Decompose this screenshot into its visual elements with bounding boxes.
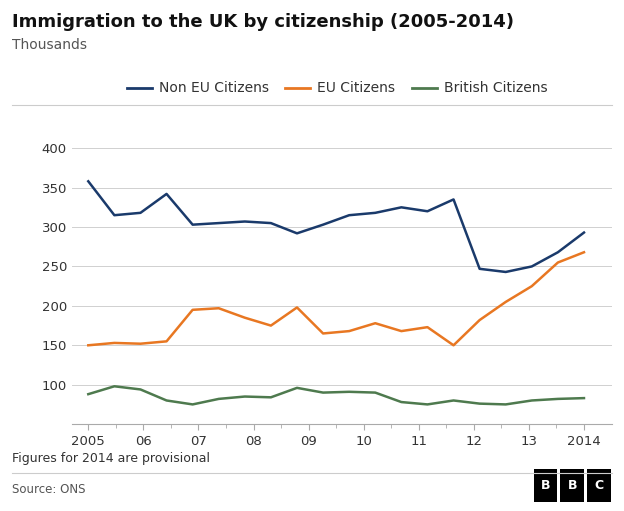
British Citizens	[293, 385, 301, 391]
Non EU Citizens	[476, 266, 484, 272]
Non EU Citizens	[397, 204, 405, 211]
EU Citizens	[319, 331, 327, 337]
British Citizens	[346, 389, 353, 395]
Non EU Citizens	[580, 229, 588, 236]
British Citizens	[397, 399, 405, 405]
British Citizens	[554, 396, 562, 402]
EU Citizens	[241, 315, 248, 321]
British Citizens	[110, 383, 118, 389]
British Citizens	[371, 389, 379, 396]
Non EU Citizens	[189, 222, 197, 228]
British Citizens	[137, 386, 144, 392]
Non EU Citizens	[293, 230, 301, 237]
Non EU Citizens	[502, 269, 509, 275]
Text: C: C	[595, 479, 603, 492]
Non EU Citizens	[84, 178, 92, 184]
Non EU Citizens	[371, 210, 379, 216]
Legend: Non EU Citizens, EU Citizens, British Citizens: Non EU Citizens, EU Citizens, British Ci…	[121, 76, 553, 101]
Non EU Citizens	[267, 220, 275, 226]
EU Citizens	[397, 328, 405, 334]
Text: B: B	[567, 479, 577, 492]
British Citizens	[215, 396, 223, 402]
British Citizens	[84, 391, 92, 397]
Line: EU Citizens: EU Citizens	[88, 252, 584, 345]
EU Citizens	[163, 338, 170, 344]
Non EU Citizens	[137, 210, 144, 216]
British Citizens	[241, 393, 248, 400]
EU Citizens	[424, 324, 431, 330]
Non EU Citizens	[215, 220, 223, 226]
EU Citizens	[84, 342, 92, 349]
EU Citizens	[346, 328, 353, 334]
British Citizens	[450, 398, 457, 404]
EU Citizens	[528, 283, 535, 289]
Line: Non EU Citizens: Non EU Citizens	[88, 181, 584, 272]
Non EU Citizens	[163, 191, 170, 197]
British Citizens	[502, 401, 509, 407]
British Citizens	[476, 401, 484, 407]
Non EU Citizens	[528, 263, 535, 269]
Text: Source: ONS: Source: ONS	[12, 483, 86, 496]
EU Citizens	[137, 341, 144, 347]
British Citizens	[163, 398, 170, 404]
EU Citizens	[502, 299, 509, 305]
EU Citizens	[215, 305, 223, 311]
Non EU Citizens	[346, 212, 353, 218]
Non EU Citizens	[241, 218, 248, 224]
Non EU Citizens	[554, 249, 562, 256]
Non EU Citizens	[450, 196, 457, 202]
EU Citizens	[371, 320, 379, 327]
EU Citizens	[554, 260, 562, 266]
Text: B: B	[540, 479, 550, 492]
EU Citizens	[267, 322, 275, 329]
Text: Figures for 2014 are provisional: Figures for 2014 are provisional	[12, 452, 210, 465]
British Citizens	[528, 398, 535, 404]
Non EU Citizens	[424, 208, 431, 214]
Non EU Citizens	[319, 222, 327, 228]
EU Citizens	[189, 307, 197, 313]
EU Citizens	[476, 317, 484, 323]
EU Citizens	[293, 305, 301, 311]
British Citizens	[580, 395, 588, 401]
British Citizens	[189, 401, 197, 407]
British Citizens	[319, 389, 327, 396]
EU Citizens	[110, 340, 118, 346]
British Citizens	[267, 394, 275, 401]
Non EU Citizens	[110, 212, 118, 218]
British Citizens	[424, 401, 431, 407]
EU Citizens	[450, 342, 457, 349]
Line: British Citizens: British Citizens	[88, 386, 584, 404]
Text: Thousands: Thousands	[12, 38, 87, 52]
Text: Immigration to the UK by citizenship (2005-2014): Immigration to the UK by citizenship (20…	[12, 13, 514, 31]
EU Citizens	[580, 249, 588, 256]
